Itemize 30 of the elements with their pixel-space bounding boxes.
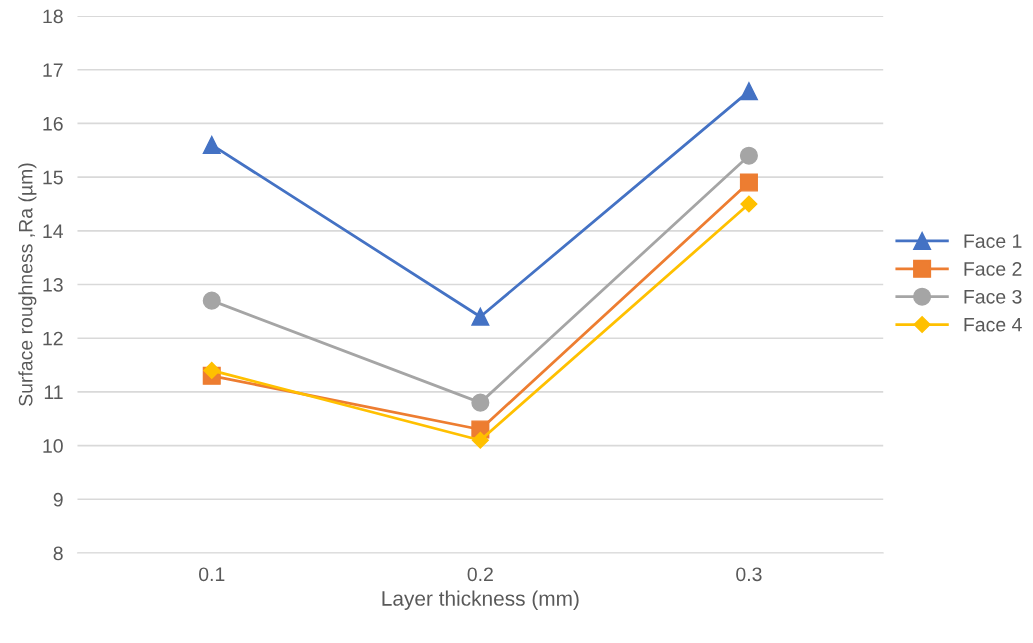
legend-label: Face 3 (964, 289, 1022, 304)
point (471, 393, 490, 412)
y-axis-title: Surface roughness ,Ra (µm) (18, 163, 37, 406)
y-tick-label: 11 (44, 385, 63, 399)
y-tick-label: 10 (43, 439, 63, 453)
point (471, 431, 489, 449)
y-tick-label: 14 (43, 224, 64, 238)
point (203, 361, 221, 379)
point (739, 173, 758, 192)
y-tick-label: 18 (43, 9, 63, 24)
y-tick-label: 17 (43, 63, 63, 77)
y-tick-label: 15 (43, 170, 63, 185)
point (202, 291, 221, 310)
y-tick-label: 12 (43, 331, 63, 346)
point (739, 146, 758, 165)
x-tick-label: 0.3 (736, 567, 762, 582)
legend-label: Face 1 (964, 234, 1022, 248)
point (471, 307, 490, 326)
x-tick-label: 0.2 (467, 567, 493, 582)
y-tick-label: 8 (53, 546, 63, 561)
y-tick-label: 9 (53, 492, 63, 507)
y-tick-label: 16 (43, 116, 63, 131)
x-tick-label: 0.1 (199, 567, 225, 582)
x-axis-title: Layer thickness (mm) (382, 590, 579, 610)
point (740, 195, 758, 213)
legend-label: Face 2 (964, 262, 1022, 276)
point (202, 135, 221, 154)
y-tick-label: 13 (43, 278, 63, 292)
point (739, 82, 758, 101)
legend-label: Face 4 (964, 317, 1022, 332)
